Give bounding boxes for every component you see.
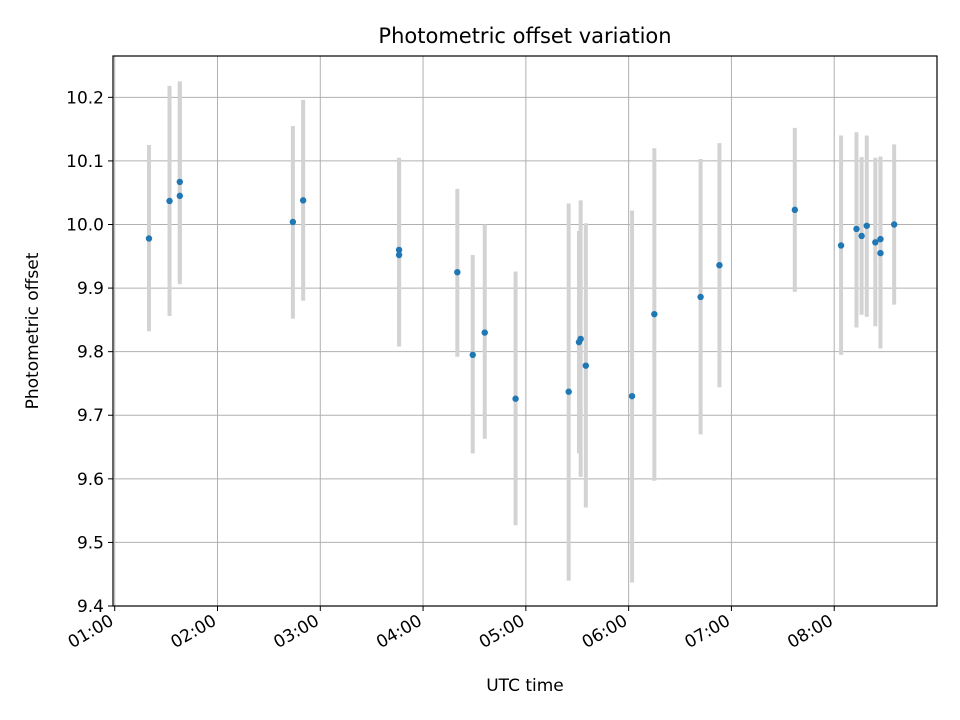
data-point — [395, 251, 403, 259]
data-point — [628, 392, 636, 400]
data-point — [853, 225, 860, 233]
y-tick-label: 10.1 — [66, 152, 104, 172]
y-axis-ticks: 9.4 9.5 9.6 9.7 9.8 9.9 10.0 10.1 10.2 — [66, 88, 113, 617]
x-tick-label: 01:00 — [65, 611, 117, 653]
data-point — [863, 222, 870, 229]
data-point — [289, 218, 297, 226]
y-tick-label: 9.6 — [77, 470, 104, 490]
x-tick-label: 05:00 — [476, 611, 528, 653]
y-tick-label: 9.4 — [77, 597, 104, 617]
data-point — [791, 206, 799, 214]
data-point — [877, 235, 884, 243]
grid — [113, 56, 937, 607]
data-point — [176, 178, 184, 186]
x-axis-label: UTC time — [486, 676, 564, 696]
y-tick-label: 9.7 — [77, 406, 104, 426]
data-point — [166, 197, 173, 205]
data-point — [176, 192, 184, 200]
data-point — [716, 261, 723, 269]
data-point — [858, 232, 865, 240]
x-tick-label: 03:00 — [270, 611, 322, 653]
data-point — [454, 268, 461, 276]
error-bars — [146, 81, 897, 583]
x-tick-label: 04:00 — [373, 611, 425, 653]
data-point — [299, 197, 307, 204]
data-point — [577, 335, 584, 343]
y-tick-label: 10.2 — [66, 88, 104, 108]
y-tick-label: 9.5 — [77, 533, 104, 553]
data-point — [512, 395, 519, 402]
y-tick-label: 10.0 — [66, 215, 104, 235]
data-point — [837, 242, 845, 249]
x-tick-label: 07:00 — [681, 611, 733, 653]
plot-frame — [112, 55, 938, 607]
data-point — [395, 246, 403, 254]
data-point — [145, 235, 153, 242]
data-point — [481, 329, 488, 336]
x-tick-label: 08:00 — [784, 611, 836, 653]
x-axis-ticks: 01:00 02:00 03:00 04:00 05:00 06:00 07:00 08:00 — [65, 606, 837, 653]
x-tick-label: 02:00 — [168, 611, 220, 653]
data-point — [890, 221, 898, 228]
data-point — [872, 239, 879, 246]
y-tick-label: 9.9 — [77, 279, 104, 299]
x-tick-label: 06:00 — [579, 611, 631, 653]
y-tick-label: 9.8 — [77, 343, 104, 363]
chart-title: Photometric offset variation — [378, 24, 671, 48]
y-axis-label: Photometric offset — [23, 252, 43, 409]
data-point — [469, 351, 476, 359]
data-point — [565, 388, 572, 395]
data-point — [877, 249, 884, 257]
data-point — [582, 362, 590, 369]
data-points — [145, 178, 898, 402]
data-point — [697, 293, 704, 301]
data-point — [651, 310, 658, 318]
